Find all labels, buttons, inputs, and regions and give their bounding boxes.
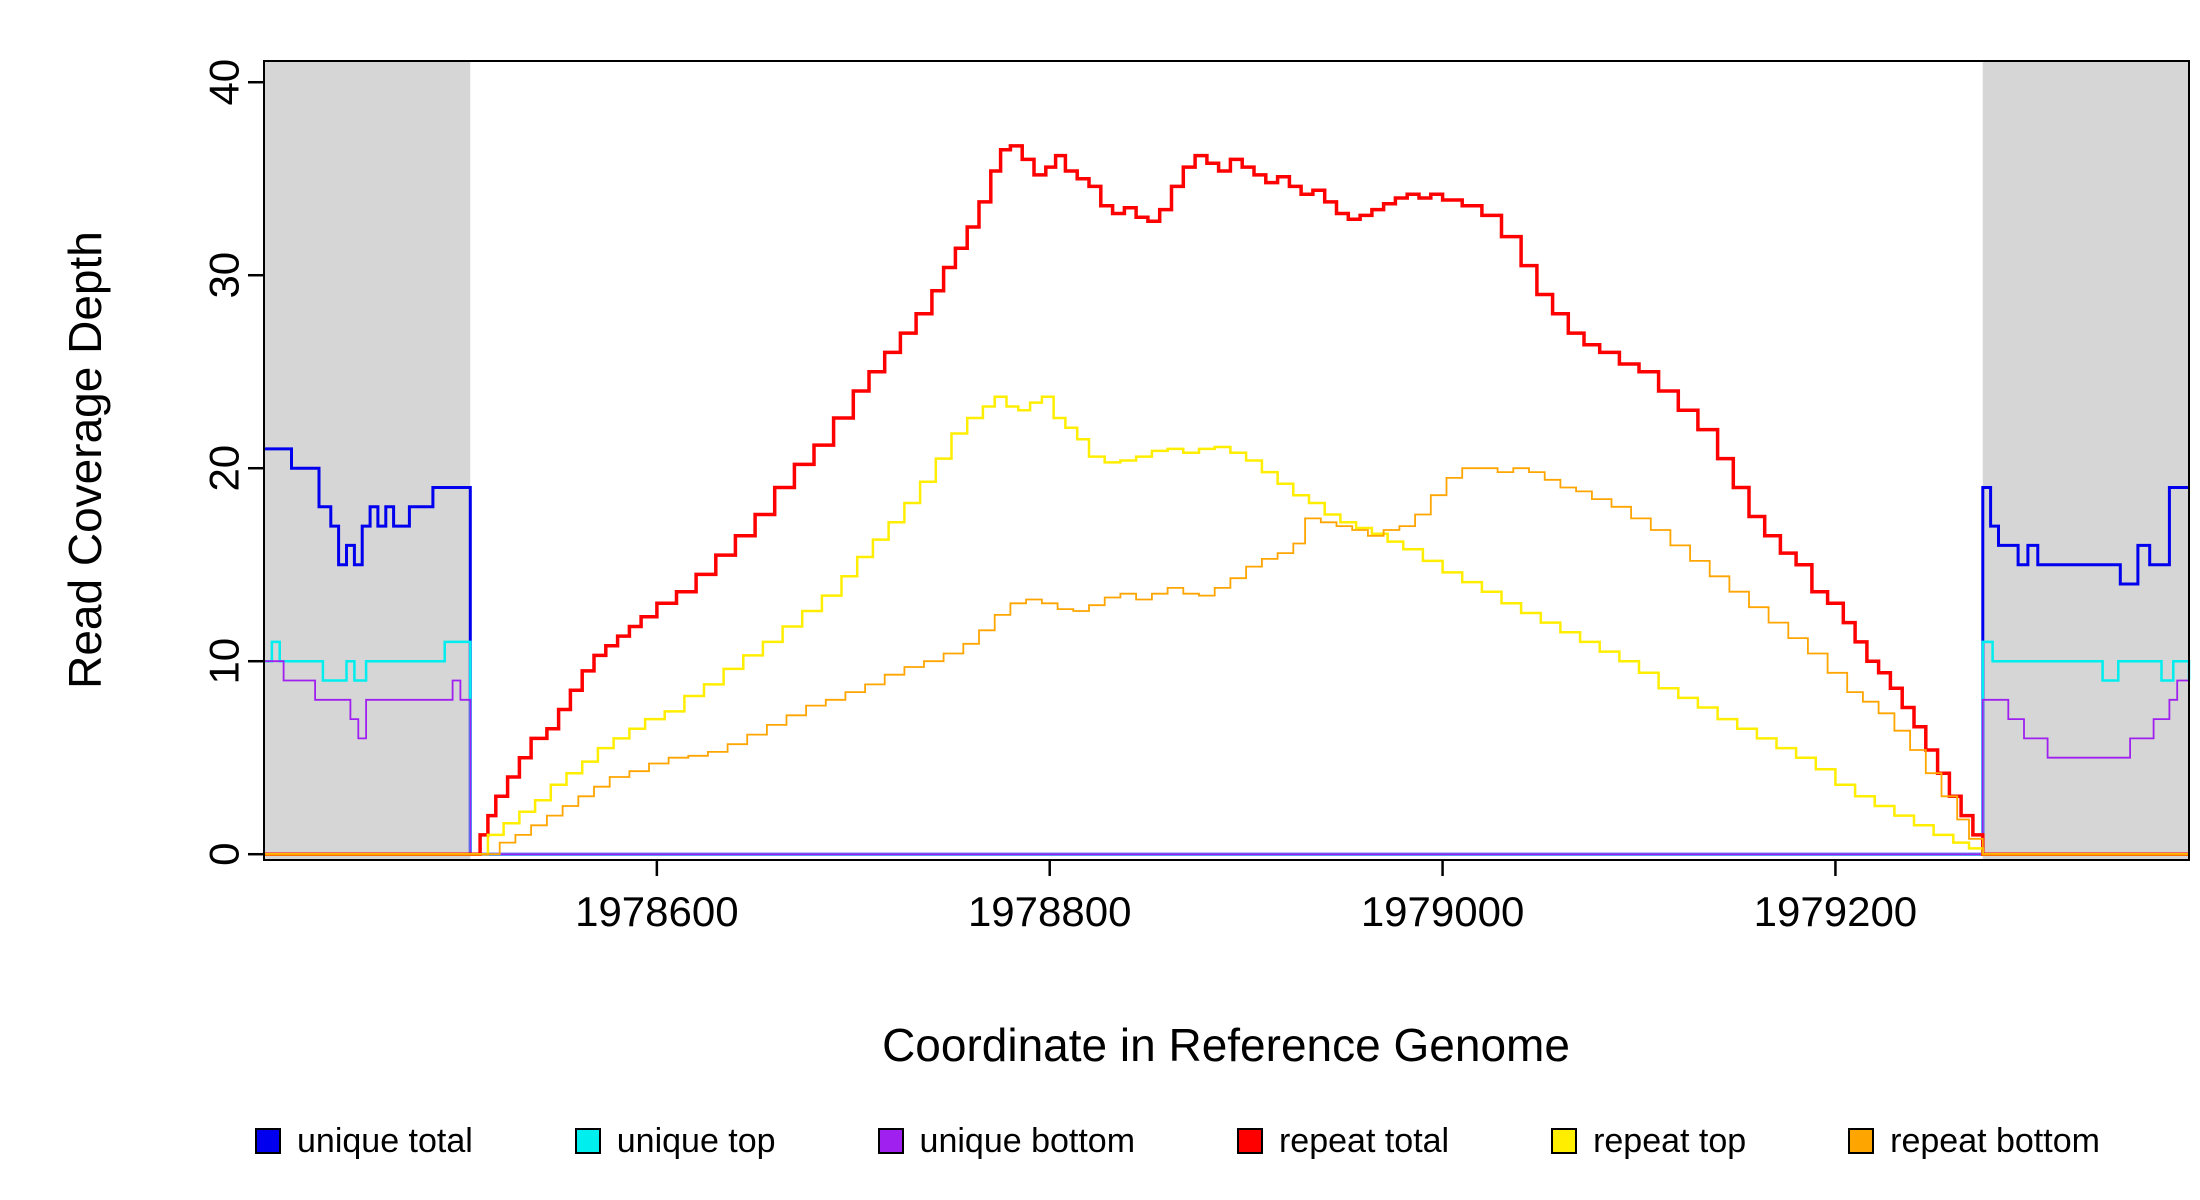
legend-label-unique-bottom: unique bottom: [919, 1121, 1136, 1160]
legend-swatch-repeat-total: [1236, 1128, 1263, 1154]
shaded-region-0: [264, 61, 471, 860]
legend-swatch-repeat-top: [1551, 1128, 1578, 1154]
legend-label-repeat-total: repeat total: [1278, 1121, 1450, 1160]
legend-label-repeat-bottom: repeat bottom: [1890, 1121, 2100, 1160]
y-axis-title: Read Coverage Depth: [59, 231, 111, 689]
legend-item-unique-top: unique top: [574, 1121, 776, 1161]
shaded-region-1: [1982, 61, 2189, 860]
y-tick-label: 10: [201, 638, 248, 685]
y-tick-label: 20: [201, 445, 248, 492]
series-line-repeat-total: [264, 144, 2189, 856]
legend-item-repeat-top: repeat top: [1551, 1122, 1746, 1161]
legend-swatch-unique-top: [574, 1128, 601, 1154]
legend-swatch-repeat-bottom: [1848, 1128, 1875, 1154]
y-tick-label: 30: [201, 252, 248, 299]
legend-item-unique-bottom: unique bottom: [877, 1121, 1136, 1161]
x-tick-label: 1979200: [1754, 888, 1918, 935]
x-tick-label: 1979000: [1361, 888, 1525, 935]
series-line-repeat-top: [264, 395, 2189, 856]
legend-item-repeat-total: repeat total: [1236, 1121, 1450, 1161]
legend: unique total unique top unique bottom re…: [255, 1118, 2100, 1164]
legend-item-repeat-bottom: repeat bottom: [1848, 1122, 2100, 1161]
plot-border: [263, 60, 2190, 861]
series-line-repeat-bottom: [264, 467, 2189, 856]
y-tick-label: 0: [201, 843, 248, 866]
legend-label-repeat-top: repeat top: [1593, 1121, 1747, 1160]
legend-item-unique-total: unique total: [255, 1122, 473, 1161]
series-line-unique-top: [264, 640, 2191, 856]
series-line-unique-total: [264, 447, 2189, 856]
legend-label-unique-total: unique total: [297, 1121, 473, 1160]
x-tick-label: 1978800: [968, 888, 1132, 935]
series-line-unique-bottom: [264, 660, 2189, 856]
legend-swatch-unique-total: [255, 1128, 281, 1154]
y-tick-label: 40: [201, 59, 248, 106]
legend-swatch-unique-bottom: [877, 1128, 904, 1154]
x-axis-title: Coordinate in Reference Genome: [882, 1019, 1570, 1071]
x-tick-label: 1978600: [575, 888, 739, 935]
legend-label-unique-top: unique top: [616, 1121, 776, 1160]
